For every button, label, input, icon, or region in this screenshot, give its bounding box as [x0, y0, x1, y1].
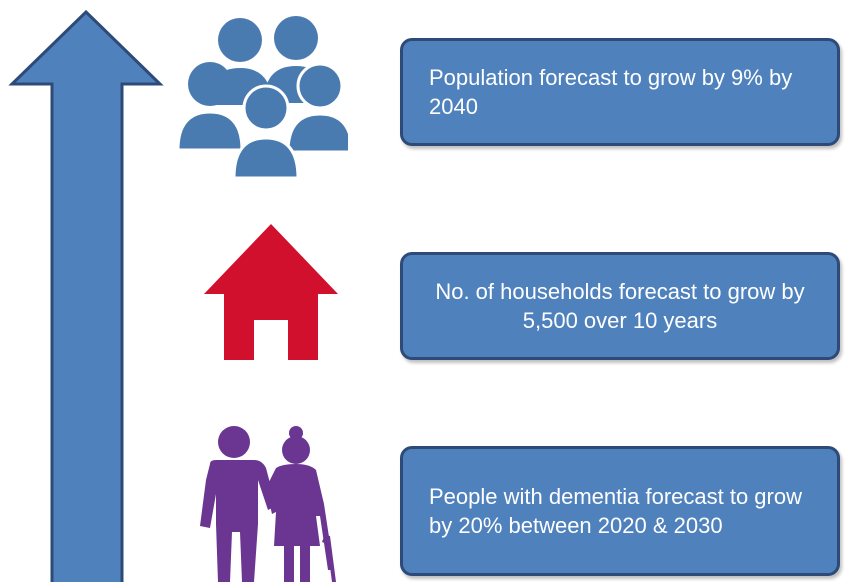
people-group-icon: [178, 16, 348, 180]
upward-arrow: [8, 9, 164, 582]
house-icon: [204, 224, 338, 360]
population-forecast-text: Population forecast to grow by 9% by 204…: [429, 64, 793, 119]
elderly-couple-icon: [200, 426, 336, 582]
dementia-forecast-box: People with dementia forecast to grow by…: [400, 446, 840, 576]
population-forecast-box: Population forecast to grow by 9% by 204…: [400, 38, 840, 146]
dementia-forecast-text: People with dementia forecast to grow by…: [429, 483, 802, 538]
households-forecast-text: No. of households forecast to grow by 5,…: [435, 278, 805, 333]
households-forecast-box: No. of households forecast to grow by 5,…: [400, 252, 840, 360]
